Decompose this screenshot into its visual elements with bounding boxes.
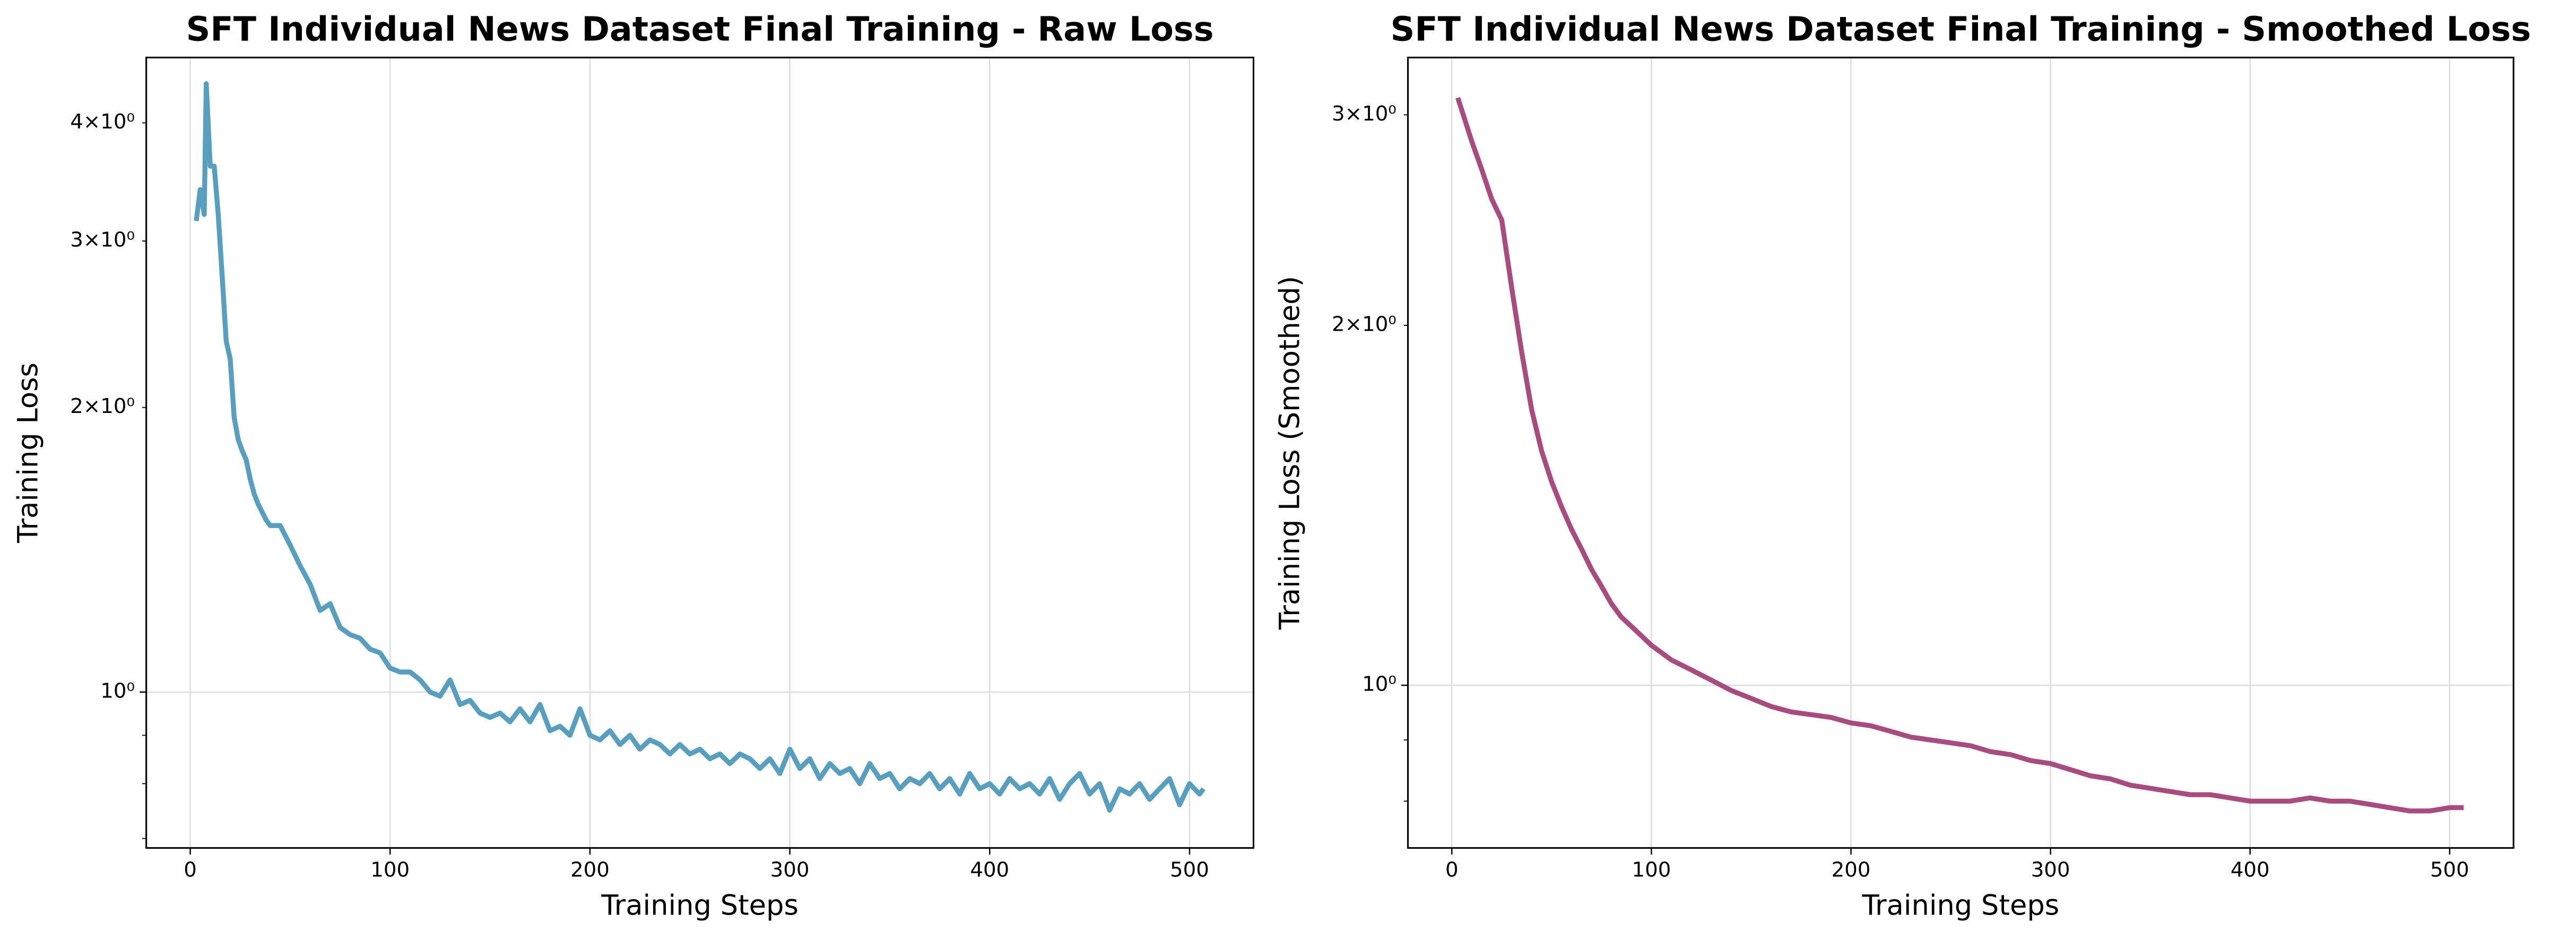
x-tick-label: 0 (1445, 858, 1459, 882)
plot-frame (1407, 56, 2514, 849)
chart-title: SFT Individual News Dataset Final Traini… (1391, 9, 2531, 48)
y-tick-label: 3×10⁰ (70, 228, 135, 252)
plot-frame (145, 56, 1255, 849)
x-tick-label: 0 (184, 858, 197, 882)
x-tick-label: 400 (970, 858, 1009, 882)
x-tick-label: 200 (1832, 858, 1871, 882)
y-tick-label: 10⁰ (1362, 672, 1397, 696)
x-axis-label: Training Steps (601, 890, 799, 922)
y-tick-label: 4×10⁰ (70, 110, 135, 134)
loss-line (194, 81, 1205, 813)
x-tick-label: 500 (2430, 858, 2469, 882)
chart-title: SFT Individual News Dataset Final Traini… (186, 9, 1214, 48)
x-tick-label: 200 (570, 858, 610, 882)
x-tick-label: 400 (2231, 858, 2270, 882)
x-tick-label: 500 (1170, 858, 1209, 882)
x-axis-label: Training Steps (1862, 890, 2060, 922)
x-tick-label: 300 (2031, 858, 2070, 882)
y-axis-label: Training Loss (Smoothed) (1273, 276, 1306, 630)
y-axis-label: Training Loss (12, 363, 44, 544)
x-tick-label: 100 (1632, 858, 1671, 882)
x-tick-label: 300 (770, 858, 810, 882)
y-tick-label: 10⁰ (100, 679, 135, 703)
loss-line (1455, 97, 2464, 814)
y-tick-label: 3×10⁰ (1332, 102, 1397, 126)
x-tick-label: 100 (370, 858, 410, 882)
y-tick-label: 2×10⁰ (1332, 312, 1397, 336)
y-tick-label: 2×10⁰ (70, 394, 135, 418)
